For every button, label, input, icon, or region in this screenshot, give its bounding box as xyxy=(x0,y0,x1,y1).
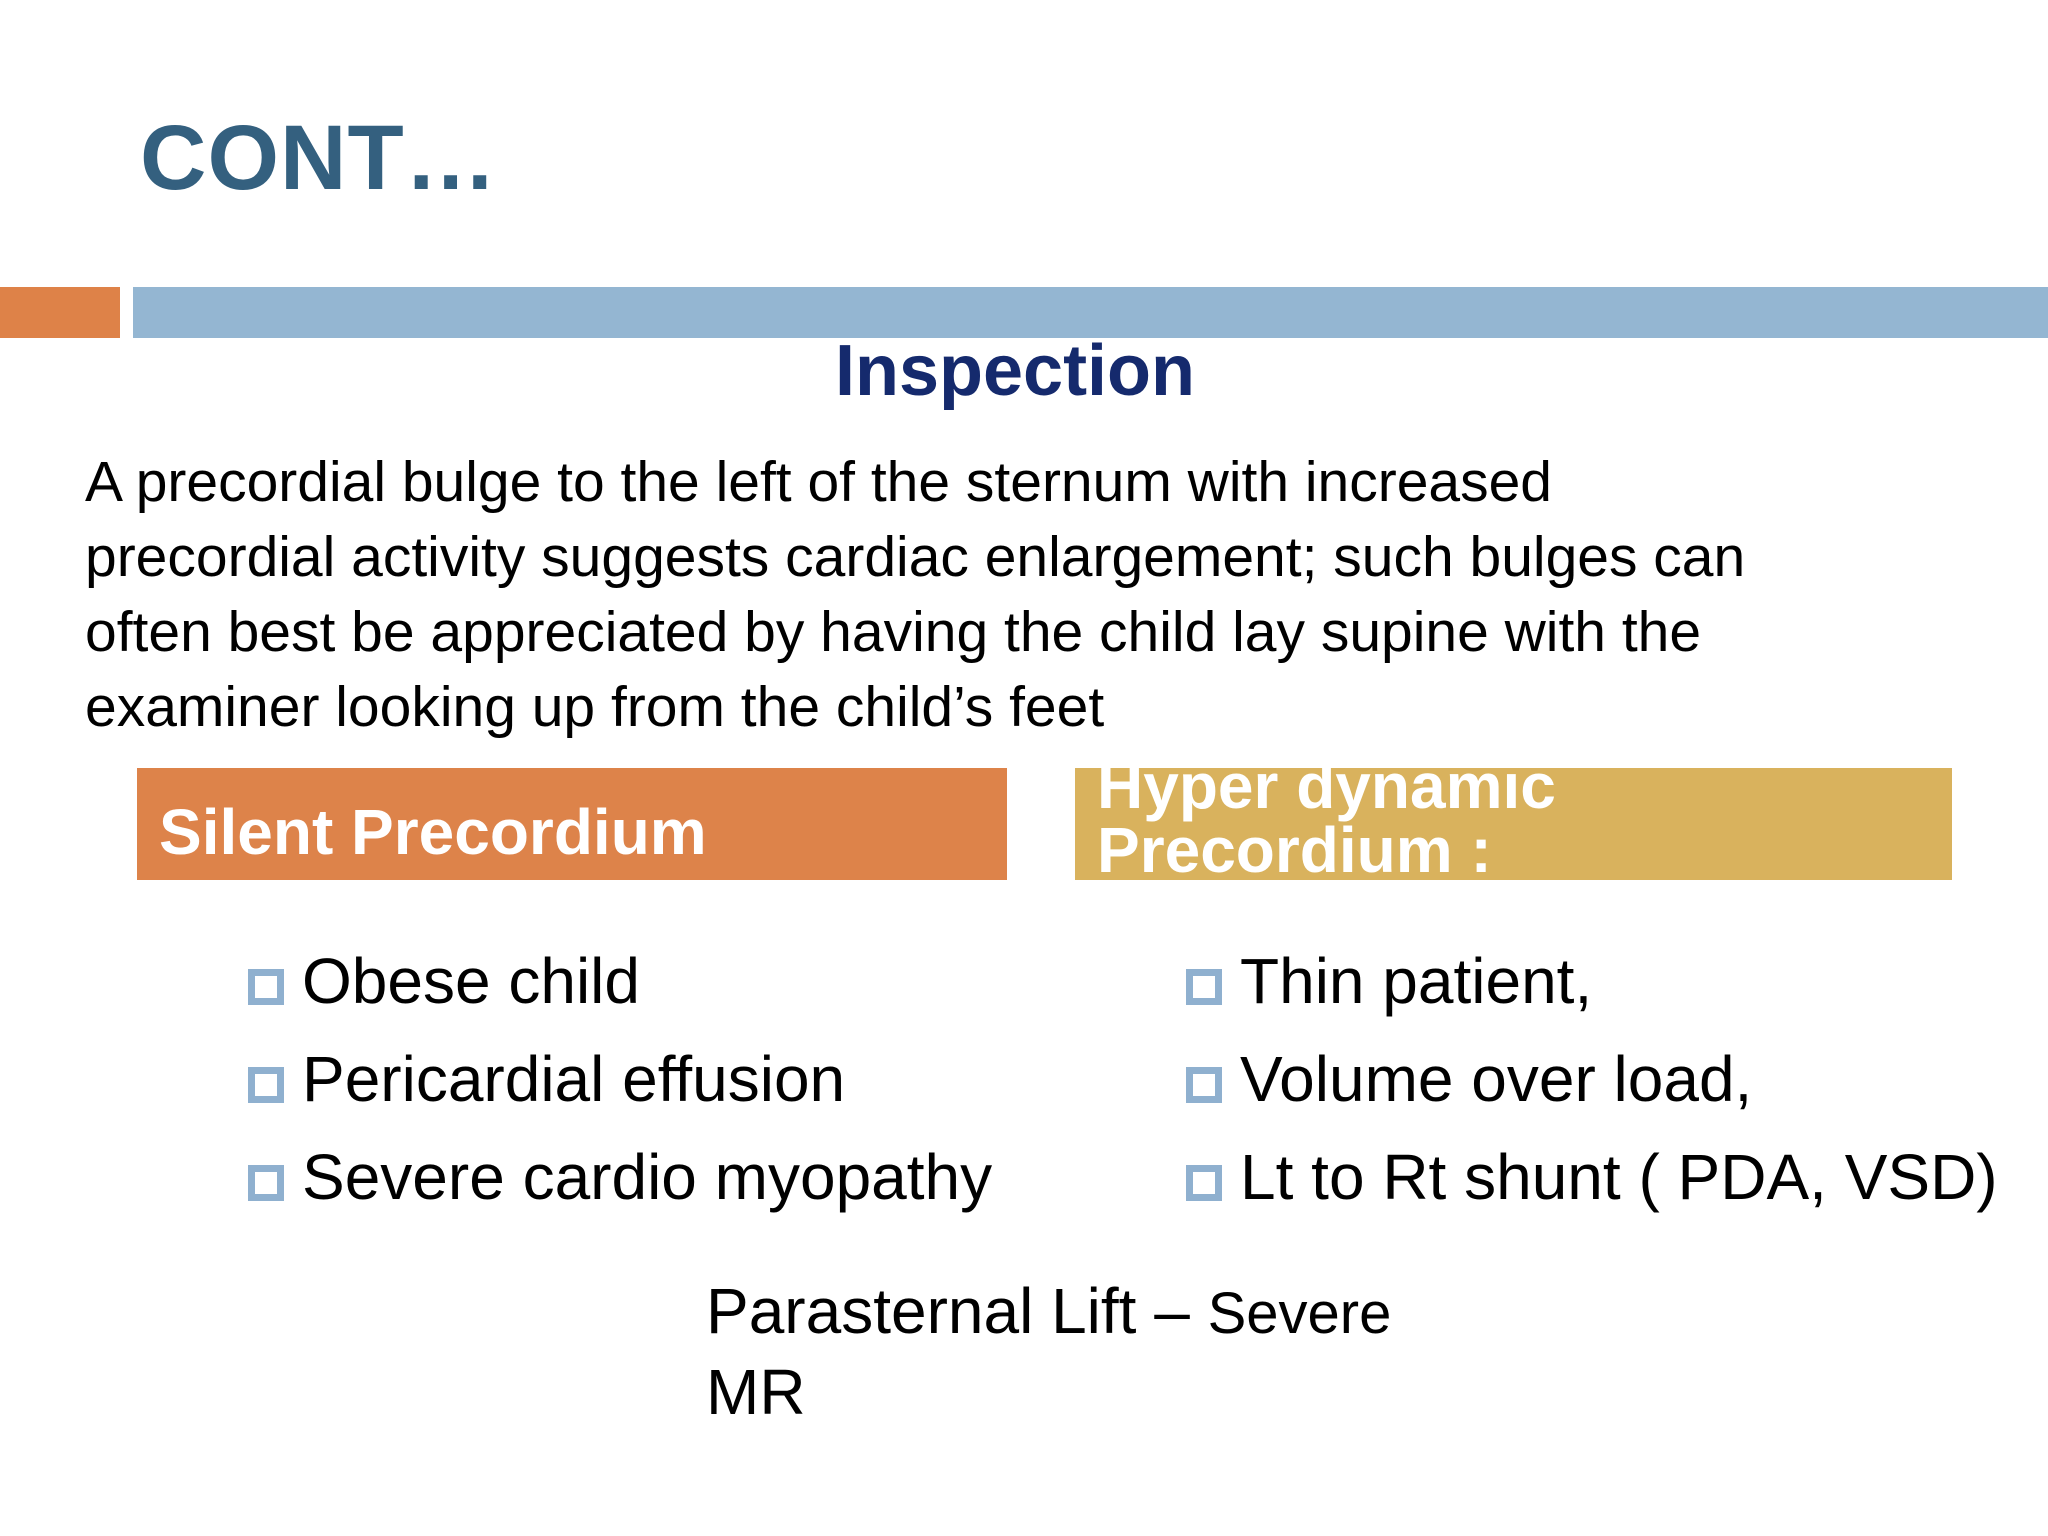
hollow-square-bullet-icon xyxy=(248,1067,284,1103)
hollow-square-bullet-icon xyxy=(248,969,284,1005)
parasternal-lift-note: Parasternal Lift – Severe MR xyxy=(706,1272,1556,1431)
list-item: Severe cardio myopathy xyxy=(242,1136,1042,1218)
list-item-text: Obese child xyxy=(302,945,640,1017)
section-subtitle: Inspection xyxy=(834,331,1196,411)
hollow-square-bullet-icon xyxy=(1186,969,1222,1005)
list-item: Obese child xyxy=(242,940,1042,1022)
list-item-text: Severe cardio myopathy xyxy=(302,1141,993,1213)
hollow-square-bullet-icon xyxy=(248,1165,284,1201)
list-item: Thin patient, xyxy=(1180,940,2040,1022)
list-item-text: Lt to Rt shunt ( PDA, VSD) xyxy=(1240,1141,1998,1213)
list-item: Lt to Rt shunt ( PDA, VSD) xyxy=(1180,1136,2040,1218)
list-item: Pericardial effusion xyxy=(242,1038,1042,1120)
list-item: Volume over load, xyxy=(1180,1038,2040,1120)
hyperdynamic-precordium-header: Hyper dynamic Precordium : xyxy=(1075,768,1952,880)
note-text: Parasternal Lift – xyxy=(706,1275,1190,1347)
silent-precordium-list: Obese child Pericardial effusion Severe … xyxy=(242,940,1042,1234)
hollow-square-bullet-icon xyxy=(1186,1165,1222,1201)
accent-bar-blue xyxy=(133,287,2048,338)
header-line: Precordium : xyxy=(1097,814,1492,880)
note-text-tail: Severe xyxy=(1207,1281,1392,1346)
paragraph-line: precordial activity suggests cardiac enl… xyxy=(85,525,1746,589)
list-item-text: Thin patient, xyxy=(1240,945,1593,1017)
list-item-text: Volume over load, xyxy=(1240,1043,1753,1115)
silent-precordium-header: Silent Precordium xyxy=(137,768,1007,880)
paragraph-line: A precordial bulge to the left of the st… xyxy=(85,450,1552,514)
header-line: Hyper dynamic xyxy=(1097,768,1556,822)
paragraph-line: examiner looking up from the child’s fee… xyxy=(85,675,1105,739)
hollow-square-bullet-icon xyxy=(1186,1067,1222,1103)
note-line: MR xyxy=(706,1356,806,1428)
inspection-paragraph: A precordial bulge to the left of the st… xyxy=(85,445,2005,745)
slide-title: CONT… xyxy=(140,107,498,209)
hyperdynamic-precordium-list: Thin patient, Volume over load, Lt to Rt… xyxy=(1180,940,2040,1234)
note-line: Parasternal Lift – Severe xyxy=(706,1272,1556,1353)
list-item-text: Pericardial effusion xyxy=(302,1043,846,1115)
paragraph-line: often best be appreciated by having the … xyxy=(85,600,1702,664)
accent-bar-orange xyxy=(0,287,120,338)
